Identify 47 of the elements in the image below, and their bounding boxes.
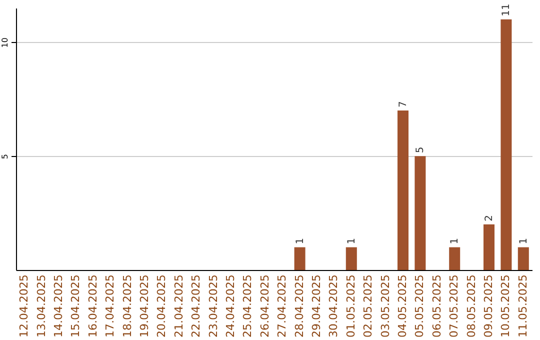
data-label: 7 [398,101,409,108]
x-tick-label: 10.05.2025 [499,274,512,338]
x-tick-label: 30.04.2025 [327,274,340,338]
bar [500,19,512,270]
x-tick-label: 25.04.2025 [241,274,254,338]
x-tick-label: 13.04.2025 [34,274,48,338]
x-tick-label: 17.04.2025 [104,274,117,338]
x-tick-label: 14.04.2025 [52,274,65,338]
data-label: 1 [518,238,530,244]
x-tick-label: 04.05.2025 [396,274,409,338]
x-tick-label: 08.05.2025 [464,274,478,338]
bar [346,247,357,270]
data-label: 1 [346,238,358,244]
data-label: 5 [415,146,426,154]
x-tick-label: 27.04.2025 [276,274,289,338]
x-tick-label: 29.04.2025 [310,274,323,338]
data-label: 11 [501,4,512,16]
bar [294,247,306,270]
x-tick-label: 05.05.2025 [413,274,426,338]
data-label: 1 [294,238,306,244]
x-tick-label: 11.05.2025 [516,274,530,338]
y-tick-label: 10 [0,38,10,48]
x-tick-label: 22.04.2025 [190,274,203,338]
x-tick-label: 15.04.2025 [69,274,82,338]
x-tick-label: 16.04.2025 [86,274,100,338]
x-tick-label: 20.04.2025 [155,274,168,338]
x-tick-label: 02.05.2025 [362,274,375,338]
x-tick-label: 19.04.2025 [138,274,151,338]
data-label: 1 [450,238,461,244]
x-tick-label: 21.04.2025 [172,274,186,338]
x-tick-label: 18.04.2025 [120,274,134,338]
x-tick-label: 01.05.2025 [344,274,358,338]
x-tick-label: 09.05.2025 [482,274,495,338]
x-tick-label: 06.05.2025 [430,274,444,338]
x-tick-label: 26.04.2025 [258,274,272,338]
x-tick-label: 12.04.2025 [18,274,31,338]
data-label: 2 [484,215,495,222]
x-tick-label: 24.04.2025 [224,274,237,338]
x-tick-label: 28.04.2025 [292,274,306,338]
bar [397,110,409,270]
x-tick-label: 03.05.2025 [378,274,392,338]
bar [449,247,460,270]
bar [414,156,426,270]
x-tick-label: 07.05.2025 [448,274,461,338]
bar [518,247,529,270]
bar [483,224,495,270]
x-tick-label: 23.04.2025 [206,274,220,338]
